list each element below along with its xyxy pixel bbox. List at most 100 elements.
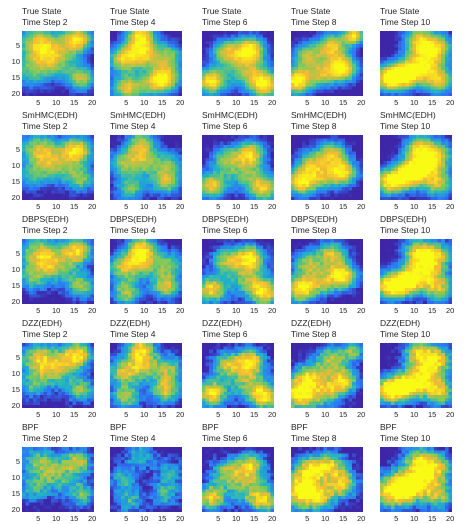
heatmap-cell: [430, 164, 434, 167]
heatmap-cell: [423, 177, 427, 180]
heatmap-cell: [245, 83, 249, 86]
heatmap-cell: [178, 60, 182, 63]
heatmap-cell: [242, 86, 246, 89]
heatmap-cell: [139, 190, 143, 193]
heatmap-cell: [323, 73, 327, 76]
heatmap-cell: [305, 44, 309, 47]
heatmap-cell: [76, 171, 80, 174]
heatmap-cell: [33, 298, 37, 301]
heatmap-cell: [139, 142, 143, 145]
heatmap-cell: [117, 31, 121, 34]
heatmap-cell: [387, 168, 391, 171]
heatmap-cell: [338, 148, 342, 151]
heatmap-cell: [356, 47, 360, 50]
heatmap-cell: [171, 142, 175, 145]
heatmap-cell: [213, 190, 217, 193]
heatmap-cell: [252, 246, 256, 249]
heatmap-cell: [142, 161, 146, 164]
heatmap-cell: [29, 142, 33, 145]
heatmap-cell: [409, 145, 413, 148]
heatmap-cell: [160, 86, 164, 89]
heatmap-cell: [171, 67, 175, 70]
heatmap-cell: [69, 181, 73, 184]
heatmap-cell: [51, 239, 55, 242]
heatmap-cell: [220, 161, 224, 164]
heatmap-cell: [83, 80, 87, 83]
heatmap-cell: [22, 275, 26, 278]
heatmap-cell: [216, 239, 220, 242]
heatmap-cell: [72, 197, 76, 200]
heatmap-cell: [405, 80, 409, 83]
heatmap-cell: [331, 60, 335, 63]
heatmap-cell: [171, 187, 175, 190]
heatmap-cell: [139, 148, 143, 151]
heatmap-cell: [309, 60, 313, 63]
heatmap-cell: [394, 41, 398, 44]
heatmap-cell: [224, 67, 228, 70]
heatmap-cell: [33, 38, 37, 41]
heatmap-cell: [238, 86, 242, 89]
heatmap-cell: [448, 80, 452, 83]
heatmap-cell: [420, 38, 424, 41]
heatmap-cell: [338, 171, 342, 174]
heatmap-cell: [430, 197, 434, 200]
heatmap-cell: [202, 168, 206, 171]
heatmap-cell: [334, 184, 338, 187]
heatmap-cell: [62, 155, 66, 158]
heatmap-cell: [76, 161, 80, 164]
heatmap-cell: [171, 268, 175, 271]
heatmap-cell: [146, 57, 150, 60]
heatmap-cell: [238, 190, 242, 193]
heatmap-cell: [291, 34, 295, 37]
heatmap-cell: [69, 73, 73, 76]
heatmap-cell: [323, 93, 327, 96]
heatmap-cell: [142, 77, 146, 80]
heatmap-cell: [394, 177, 398, 180]
heatmap-cell: [146, 181, 150, 184]
heatmap-cell: [142, 242, 146, 245]
heatmap-cell: [349, 184, 353, 187]
panel-time-step-label: Time Step 4: [110, 121, 166, 132]
heatmap-cell: [295, 181, 299, 184]
heatmap-cell: [175, 38, 179, 41]
heatmap-cell: [69, 80, 73, 83]
heatmap-cell: [90, 197, 94, 200]
heatmap-cell: [117, 47, 121, 50]
heatmap-cell: [62, 252, 66, 255]
heatmap-cell: [430, 90, 434, 93]
heatmap-cell: [405, 151, 409, 154]
heatmap-cell: [391, 70, 395, 73]
heatmap-cell: [121, 151, 125, 154]
heatmap-cell: [87, 47, 91, 50]
heatmap-cell: [117, 285, 121, 288]
heatmap-cell: [69, 142, 73, 145]
heatmap-cell: [238, 187, 242, 190]
heatmap-cell: [44, 60, 48, 63]
heatmap-cell: [391, 31, 395, 34]
heatmap-cell: [438, 145, 442, 148]
heatmap-cell: [76, 259, 80, 262]
heatmap-cell: [213, 151, 217, 154]
heatmap-cell: [327, 77, 331, 80]
heatmap-cell: [80, 278, 84, 281]
heatmap-cell: [402, 168, 406, 171]
heatmap-cell: [153, 34, 157, 37]
heatmap-cell: [171, 145, 175, 148]
heatmap-cell: [83, 73, 87, 76]
heatmap-cell: [331, 77, 335, 80]
heatmap-cell: [36, 255, 40, 258]
panel-title: DBPS(EDH)Time Step 4: [110, 214, 157, 235]
heatmap-cell: [80, 187, 84, 190]
heatmap-cell: [132, 301, 136, 304]
heatmap-cell: [164, 54, 168, 57]
heatmap-cell: [206, 187, 210, 190]
heatmap-cell: [331, 164, 335, 167]
heatmap-cell: [352, 148, 356, 151]
heatmap-cell: [445, 142, 449, 145]
heatmap-cell: [168, 181, 172, 184]
heatmap-cell: [398, 181, 402, 184]
heatmap-cell: [359, 70, 363, 73]
heatmap-cell: [260, 64, 264, 67]
heatmap-cell: [124, 80, 128, 83]
heatmap-cell: [267, 90, 271, 93]
